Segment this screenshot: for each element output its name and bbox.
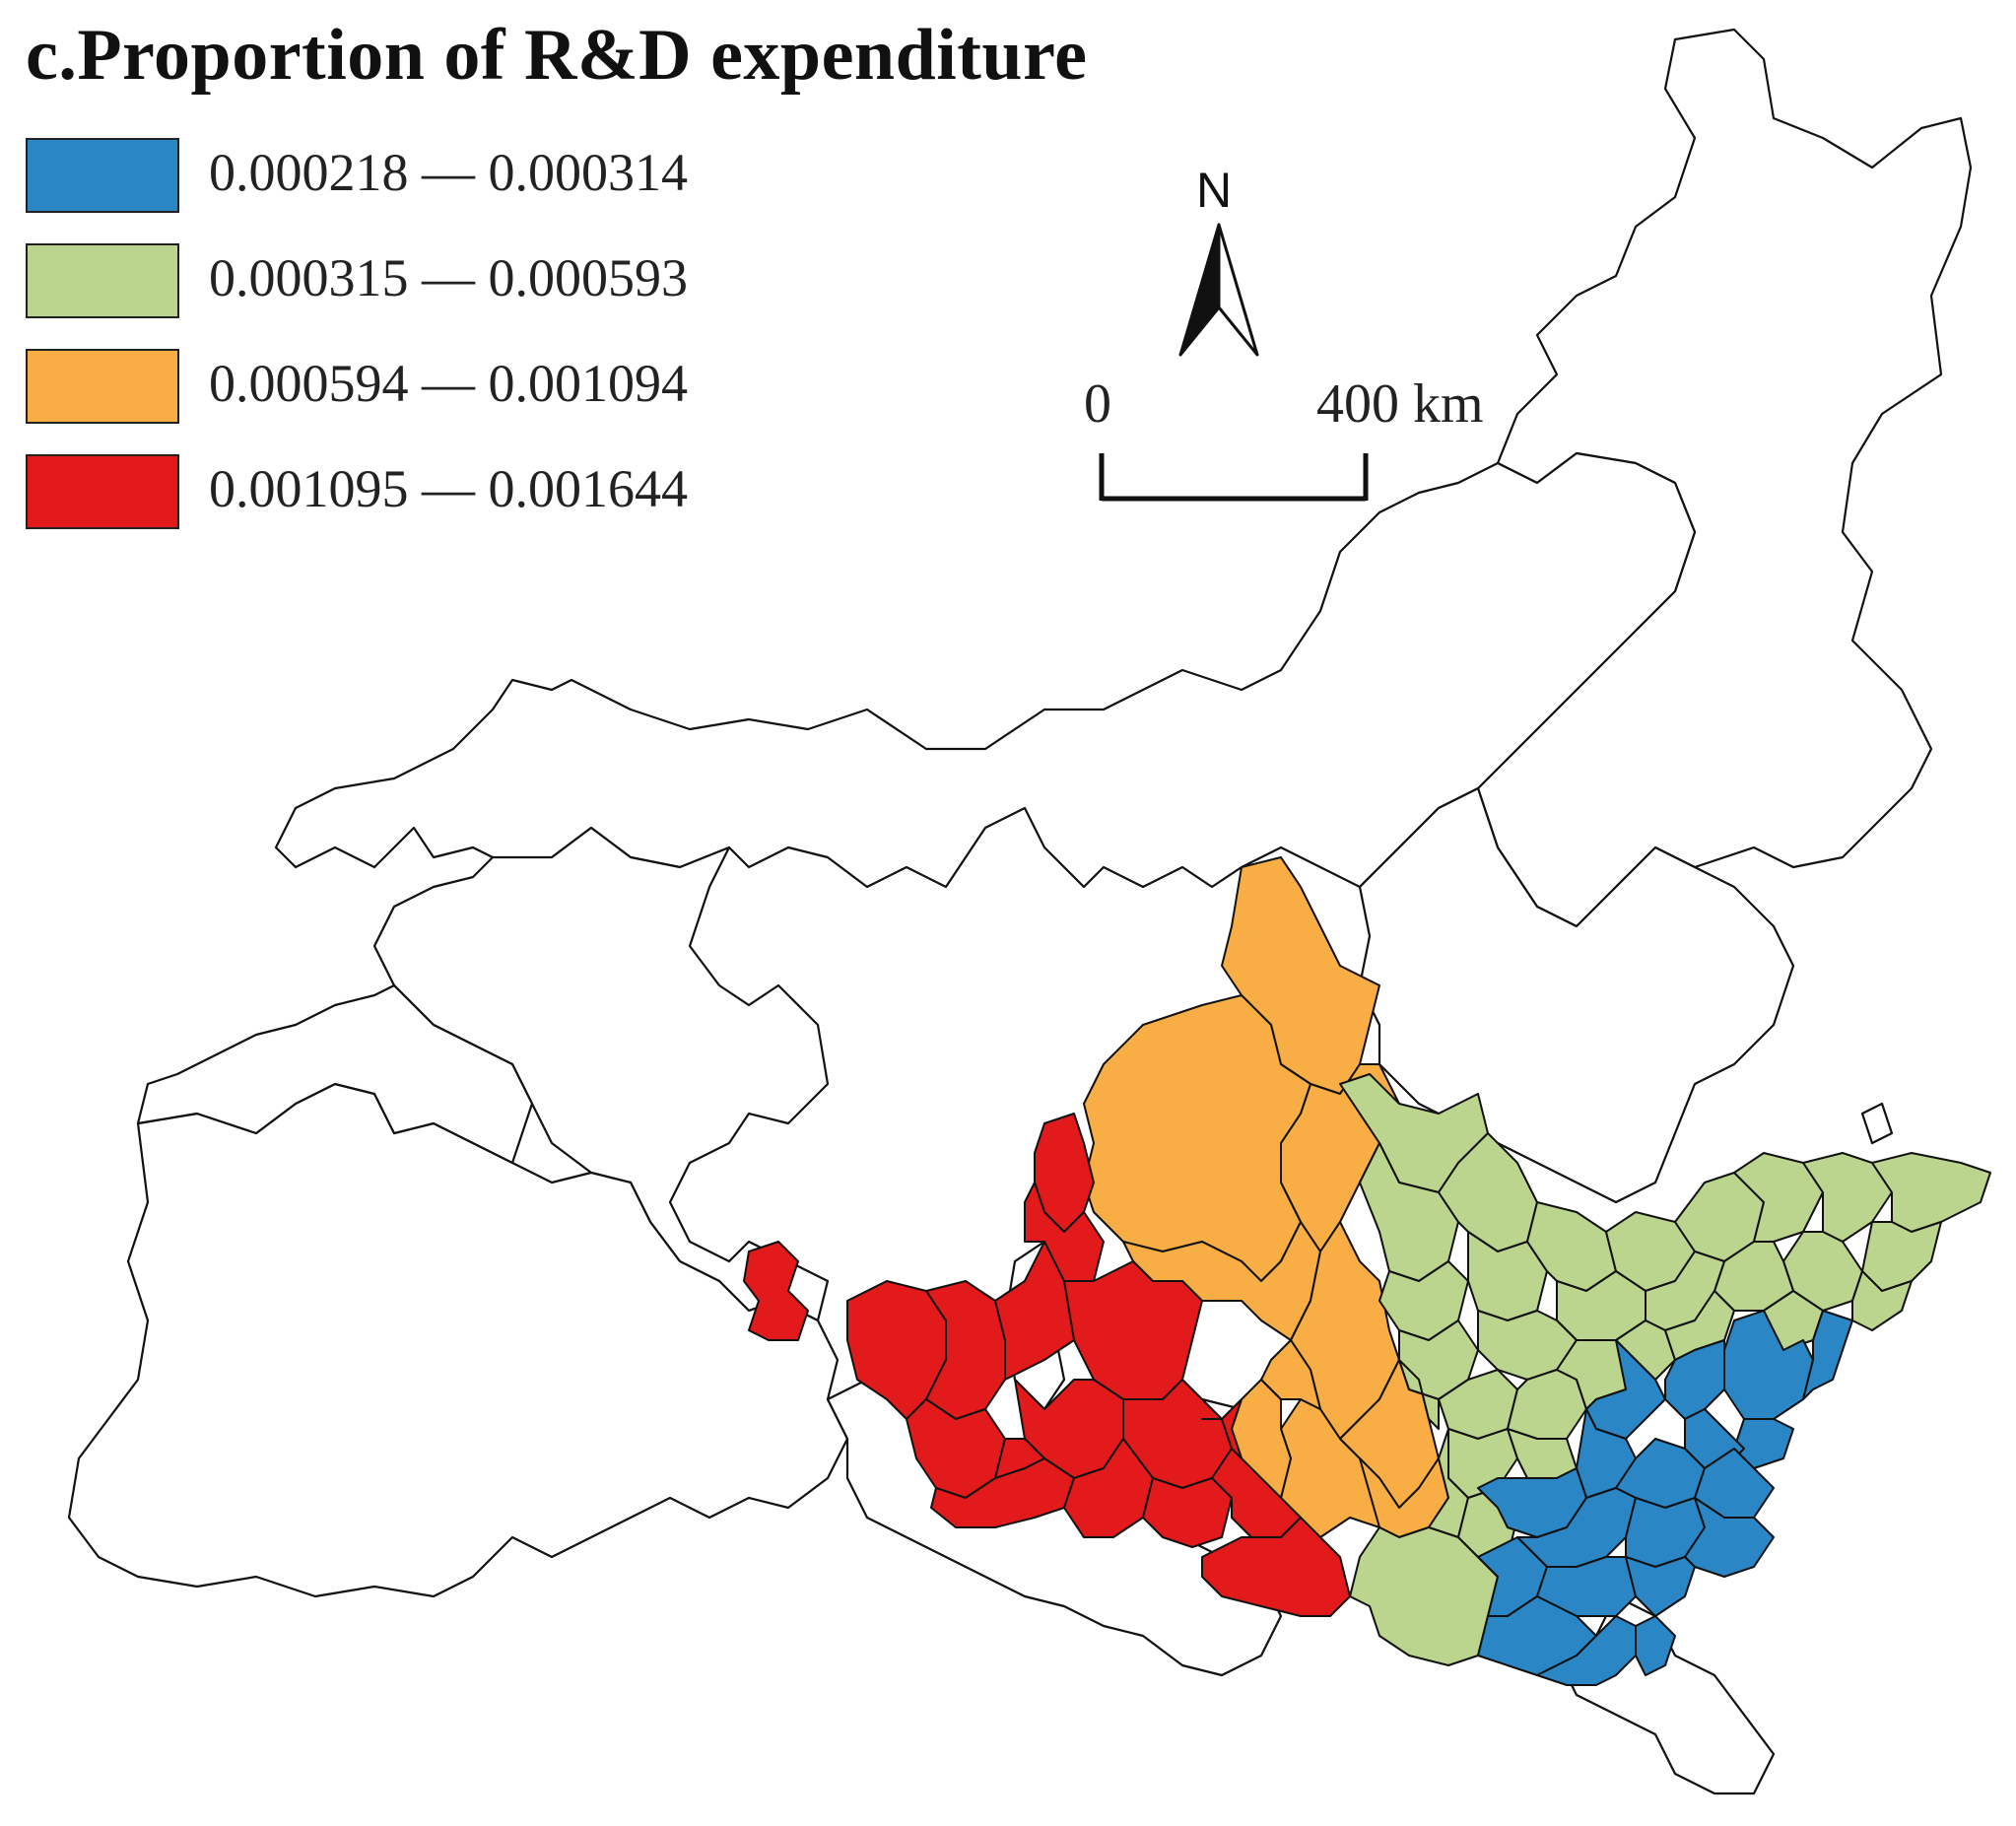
region-red-isolated [743, 1241, 809, 1341]
map-title: c.Proportion of R&D expenditure [26, 15, 1088, 96]
region-green-10 [1871, 1152, 1991, 1233]
region-blue-s-3 [1625, 1556, 1696, 1617]
region-red-west-4 [994, 1241, 1075, 1381]
region-green-18 [1398, 1359, 1440, 1430]
legend-swatch [26, 138, 179, 213]
legend-swatch [26, 349, 179, 424]
region-blue-w-4 [1684, 1497, 1775, 1578]
legend-label: 0.000315 — 0.000593 [209, 248, 688, 307]
scale-start-label: 0 [1084, 373, 1111, 435]
region-red-south-3 [1142, 1477, 1233, 1548]
legend-label: 0.000594 — 0.001094 [209, 354, 688, 413]
region-blue-s-6 [1635, 1615, 1676, 1676]
region-green-20 [1507, 1369, 1587, 1440]
legend-label: 0.001095 — 0.001644 [209, 459, 688, 518]
legend-swatch [26, 243, 179, 318]
legend-swatch [26, 454, 179, 529]
region-orange-mid-south [1260, 1339, 1321, 1410]
class-0-000218-to-0-000314 [1477, 1310, 1853, 1686]
region-qinghai [67, 1082, 849, 1598]
region-west-north [136, 983, 534, 1165]
legend-label: 0.000218 — 0.000314 [209, 143, 688, 202]
region-red-east-edge [1201, 1398, 1243, 1459]
scale-bar [1099, 453, 1369, 502]
north-arrow-icon [1178, 223, 1259, 357]
region-blue-ne-2 [1802, 1310, 1853, 1400]
region-red-west-5 [994, 1438, 1045, 1479]
class-0-000594-to-0-001094 [1083, 856, 1449, 1538]
region-coast-islands [1860, 1102, 1894, 1145]
region-green-25 [1851, 1270, 1913, 1331]
region-green-11 [1861, 1221, 1942, 1292]
region-green-1 [1359, 1142, 1459, 1282]
scale-end-label: 400 km [1316, 373, 1484, 435]
north-label: N [1196, 163, 1233, 218]
class-0-001095-to-0-001644 [743, 1113, 1351, 1617]
